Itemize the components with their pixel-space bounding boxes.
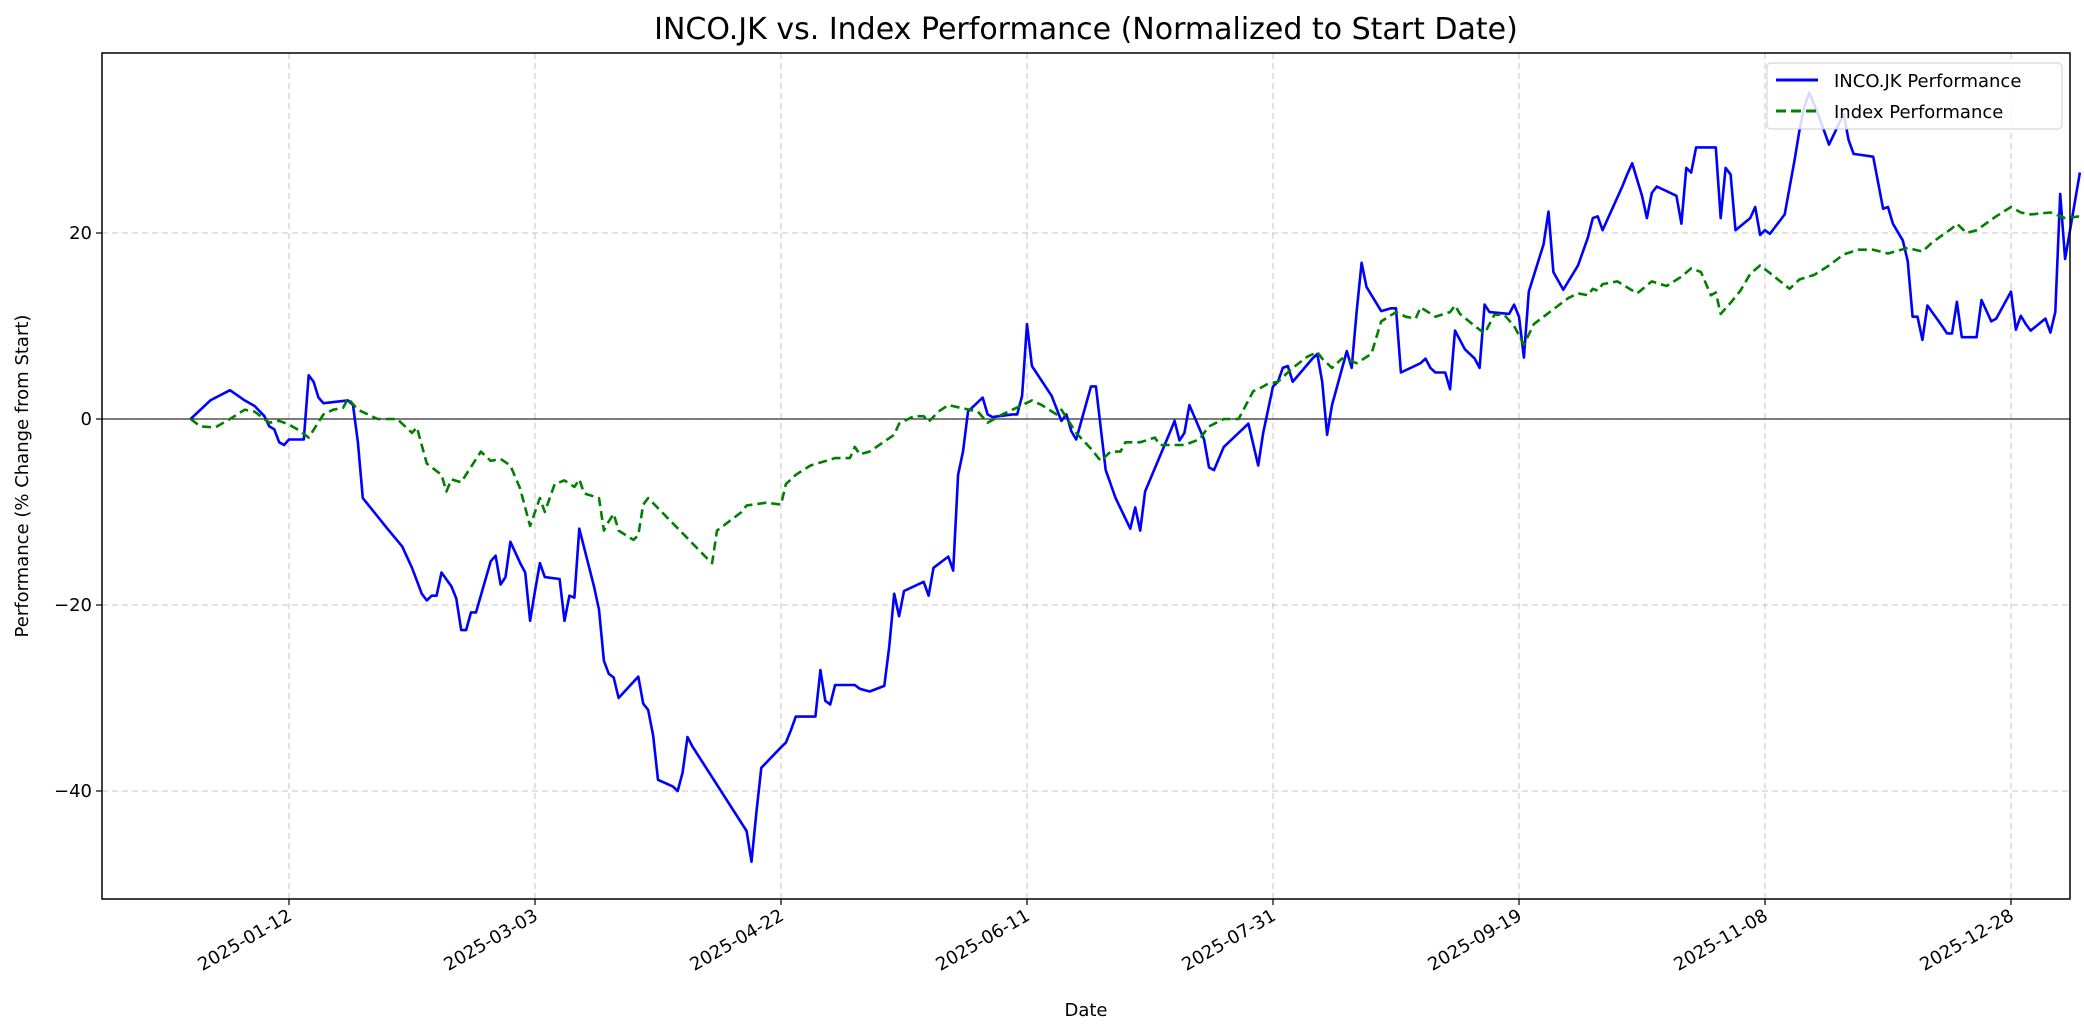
y-axis-label: Performance (% Change from Start) (12, 315, 33, 638)
x-axis-label: Date (1064, 1000, 1107, 1021)
index-performance-line (189, 205, 2081, 565)
plot-frame (101, 52, 2071, 900)
y-tick-label: 20 (69, 223, 92, 244)
inco-performance-line (189, 91, 2082, 864)
y-tick-label: 0 (81, 409, 92, 430)
legend-box (1766, 62, 2063, 130)
y-tick-label: −40 (54, 781, 92, 802)
legend: INCO.JK Performance Index Performance (1766, 62, 2063, 130)
y-axis-ticks: −40 −20 0 20 (54, 223, 102, 802)
chart-title: INCO.JK vs. Index Performance (Normalize… (654, 12, 1518, 47)
legend-label-inco: INCO.JK Performance (1834, 71, 2021, 92)
y-tick-label: −20 (54, 595, 92, 616)
series-lines (189, 91, 2082, 864)
legend-label-index: Index Performance (1834, 102, 2003, 123)
